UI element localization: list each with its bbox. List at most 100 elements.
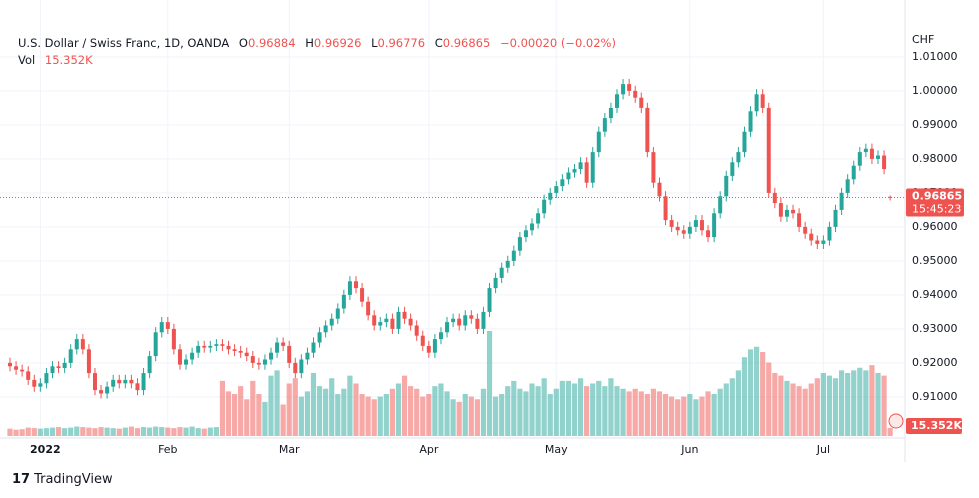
volume-bar — [110, 428, 116, 436]
volume-bar — [383, 394, 389, 436]
candle-body — [44, 373, 49, 384]
volume-bar — [559, 380, 565, 436]
candle-body — [517, 237, 522, 251]
volume-bar — [735, 370, 741, 436]
volume-bar — [729, 378, 735, 436]
candle-body — [311, 342, 316, 353]
volume-bar — [286, 383, 292, 436]
volume-bar — [371, 399, 377, 436]
volume-bar — [177, 427, 183, 436]
candle-body — [560, 179, 565, 187]
candle-body — [627, 84, 632, 91]
candle-body — [341, 294, 346, 309]
candle-body — [366, 301, 371, 316]
candle-body — [499, 267, 504, 278]
volume-bar — [244, 399, 250, 436]
candle-body — [633, 90, 638, 98]
volume-bar — [505, 386, 511, 436]
volume-bar — [408, 386, 414, 436]
volume-tag — [906, 418, 962, 434]
x-tick-label: Apr — [419, 443, 439, 456]
candle-body — [748, 111, 753, 132]
volume-bar — [365, 396, 371, 436]
volume-bar — [25, 427, 31, 436]
candle-body — [62, 362, 67, 368]
candle-body — [876, 155, 881, 159]
symbol-title: U.S. Dollar / Swiss Franc, 1D, OANDA — [18, 36, 230, 50]
candle-body — [505, 260, 510, 268]
volume-bar — [256, 394, 262, 436]
volume-bar — [201, 428, 207, 436]
candle-body — [608, 107, 613, 119]
volume-bar — [231, 394, 238, 436]
candle-body — [408, 318, 413, 326]
candle-body — [706, 230, 711, 238]
volume-bar — [122, 427, 128, 436]
candle-body — [281, 342, 286, 346]
candle-body — [250, 356, 255, 363]
candle-body — [827, 226, 832, 241]
candle-body — [724, 175, 729, 197]
volume-bar — [480, 388, 487, 436]
candle-body — [214, 344, 219, 346]
candle-body — [147, 356, 152, 374]
volume-bar — [838, 370, 845, 436]
volume-bar — [541, 378, 547, 436]
candle-body — [226, 345, 231, 350]
volume-bar — [159, 427, 165, 436]
volume-bar — [49, 427, 56, 436]
volume-bar — [140, 427, 147, 436]
change-label: −0.00020 (−0.02%) — [499, 36, 616, 50]
volume-bar — [213, 427, 219, 436]
volume-bar — [86, 427, 92, 436]
y-tick-label: 0.96000 — [912, 220, 958, 233]
candle-body — [335, 308, 340, 319]
candle-body — [651, 152, 656, 183]
candle-body — [542, 199, 547, 214]
brand: 17 TradingView — [12, 472, 113, 487]
candle-body — [323, 325, 328, 333]
candle-body — [56, 366, 61, 368]
volume-bar — [814, 378, 820, 436]
volume-bar — [268, 375, 274, 436]
volume-bar — [225, 391, 232, 436]
volume-bar — [329, 378, 335, 436]
legend-key: H — [305, 36, 314, 50]
volume-bar — [153, 426, 159, 436]
volume-bar — [438, 383, 444, 436]
candle-body — [372, 315, 377, 326]
volume-bar — [104, 427, 110, 436]
volume-bar — [292, 378, 298, 436]
volume-bar — [717, 388, 723, 436]
candle-body — [414, 325, 419, 336]
volume-bar — [590, 383, 596, 436]
volume-bar — [341, 388, 347, 436]
volume-bar — [517, 388, 523, 436]
volume-bar — [98, 427, 104, 436]
candle-body — [839, 192, 844, 210]
candle-body — [803, 226, 808, 234]
candle-body — [20, 369, 25, 372]
volume-bar — [826, 375, 833, 436]
candle-body — [402, 311, 407, 319]
candle-body — [645, 107, 650, 153]
price-tag-value: 0.96865 — [912, 189, 962, 202]
candle-body — [68, 349, 73, 363]
candle-body — [184, 359, 189, 365]
volume-bar — [596, 380, 602, 436]
volume-bar — [92, 428, 98, 436]
candle-body — [396, 311, 401, 329]
volume-bar — [869, 365, 875, 436]
candle-body — [687, 226, 692, 234]
candle-body — [86, 349, 91, 374]
volume-bar — [608, 378, 614, 436]
volume-bar — [55, 427, 62, 436]
legend-key: C — [434, 36, 443, 50]
volume-bar — [881, 375, 887, 436]
candle-body — [463, 315, 468, 326]
y-tick-label: 0.95000 — [912, 254, 958, 267]
volume-bar — [511, 380, 517, 436]
candle-body — [851, 165, 856, 180]
candle-body — [718, 196, 723, 214]
